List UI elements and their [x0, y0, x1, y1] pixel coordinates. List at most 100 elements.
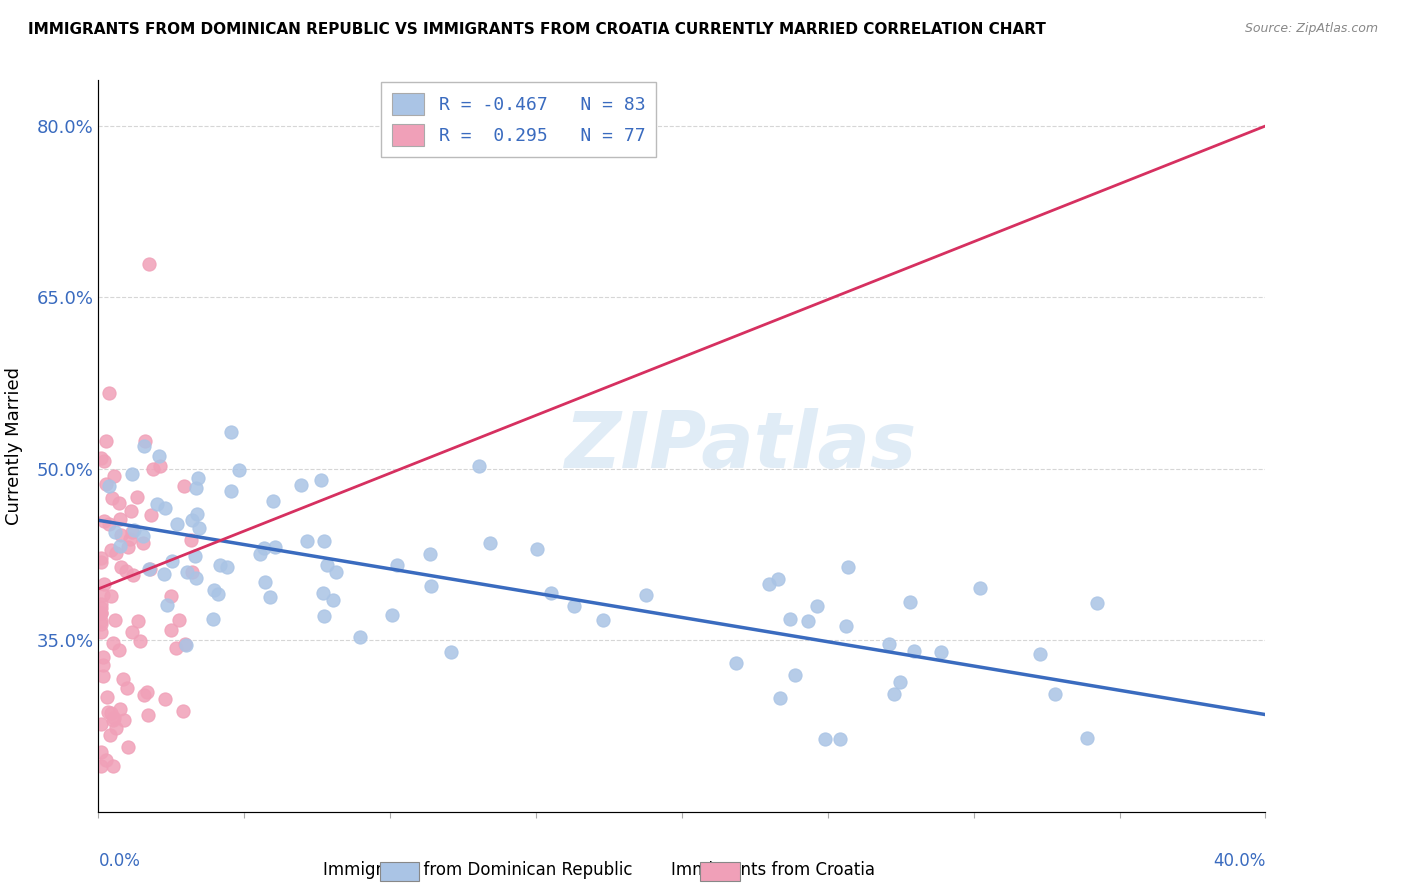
- Point: [184, 571, 207, 585]
- Point: [172, 704, 194, 718]
- Point: [93, 514, 115, 528]
- Point: [132, 439, 155, 453]
- Point: [156, 598, 179, 612]
- Point: [134, 689, 156, 703]
- Point: [127, 614, 149, 628]
- Point: [174, 638, 197, 652]
- Point: [312, 586, 335, 600]
- Point: [295, 533, 318, 548]
- Point: [785, 668, 807, 682]
- Point: [758, 576, 780, 591]
- Point: [90, 745, 112, 759]
- Point: [98, 386, 121, 401]
- Point: [322, 592, 344, 607]
- Point: [903, 644, 925, 658]
- Point: [129, 633, 152, 648]
- Text: IMMIGRANTS FROM DOMINICAN REPUBLIC VS IMMIGRANTS FROM CROATIA CURRENTLY MARRIED : IMMIGRANTS FROM DOMINICAN REPUBLIC VS IM…: [28, 22, 1046, 37]
- Point: [91, 650, 114, 665]
- Point: [183, 549, 205, 564]
- Point: [316, 558, 339, 573]
- Point: [153, 692, 176, 706]
- Point: [96, 690, 118, 705]
- Point: [93, 454, 115, 468]
- Y-axis label: Currently Married: Currently Married: [4, 367, 22, 525]
- Point: [148, 450, 170, 464]
- Point: [111, 673, 134, 687]
- Point: [419, 547, 441, 561]
- Point: [104, 613, 127, 627]
- Point: [769, 691, 792, 706]
- Point: [112, 713, 135, 727]
- Point: [883, 687, 905, 701]
- Point: [592, 613, 614, 627]
- Point: [142, 461, 165, 475]
- Point: [900, 595, 922, 609]
- Point: [100, 706, 122, 720]
- Point: [202, 582, 225, 597]
- Point: [90, 551, 112, 566]
- Point: [173, 479, 195, 493]
- Point: [97, 706, 120, 720]
- Point: [91, 589, 114, 603]
- Point: [160, 623, 183, 637]
- Point: [180, 533, 202, 548]
- Point: [259, 590, 281, 604]
- Point: [120, 532, 142, 546]
- Point: [107, 642, 129, 657]
- Point: [138, 562, 160, 576]
- Point: [90, 617, 112, 632]
- Point: [90, 625, 112, 640]
- Point: [184, 481, 207, 495]
- Point: [94, 477, 117, 491]
- Point: [108, 512, 131, 526]
- Text: 40.0%: 40.0%: [1213, 852, 1265, 870]
- Point: [176, 566, 198, 580]
- Point: [1085, 596, 1108, 610]
- Point: [219, 425, 242, 439]
- Point: [138, 257, 160, 271]
- Point: [101, 491, 124, 505]
- Point: [202, 612, 225, 626]
- Point: [121, 467, 143, 481]
- Point: [166, 517, 188, 532]
- Point: [165, 641, 187, 656]
- Point: [207, 587, 229, 601]
- Point: [98, 728, 121, 742]
- Point: [139, 508, 162, 522]
- Point: [121, 568, 143, 582]
- Point: [160, 554, 183, 568]
- Point: [90, 606, 112, 620]
- Point: [90, 759, 112, 773]
- Point: [188, 521, 211, 535]
- Point: [103, 469, 125, 483]
- Point: [90, 450, 112, 465]
- Point: [814, 732, 837, 747]
- Point: [724, 656, 747, 670]
- Point: [174, 637, 197, 651]
- Legend: R = -0.467   N = 83, R =  0.295   N = 77: R = -0.467 N = 83, R = 0.295 N = 77: [381, 82, 657, 157]
- Point: [110, 560, 132, 574]
- Point: [1045, 687, 1067, 701]
- Text: Immigrants from Dominican Republic: Immigrants from Dominican Republic: [323, 861, 633, 879]
- Point: [122, 523, 145, 537]
- Point: [440, 645, 463, 659]
- Point: [94, 434, 117, 448]
- Point: [468, 458, 491, 473]
- Point: [160, 590, 183, 604]
- Point: [797, 614, 820, 628]
- Point: [526, 541, 548, 556]
- Point: [228, 463, 250, 477]
- Point: [180, 566, 202, 580]
- Point: [117, 540, 139, 554]
- Point: [149, 458, 172, 473]
- Point: [90, 555, 112, 569]
- Point: [766, 572, 789, 586]
- Point: [90, 614, 112, 628]
- Point: [90, 717, 112, 731]
- Point: [115, 564, 138, 578]
- Point: [90, 606, 112, 620]
- Point: [101, 636, 124, 650]
- Point: [253, 575, 276, 590]
- Point: [877, 637, 900, 651]
- Point: [120, 504, 142, 518]
